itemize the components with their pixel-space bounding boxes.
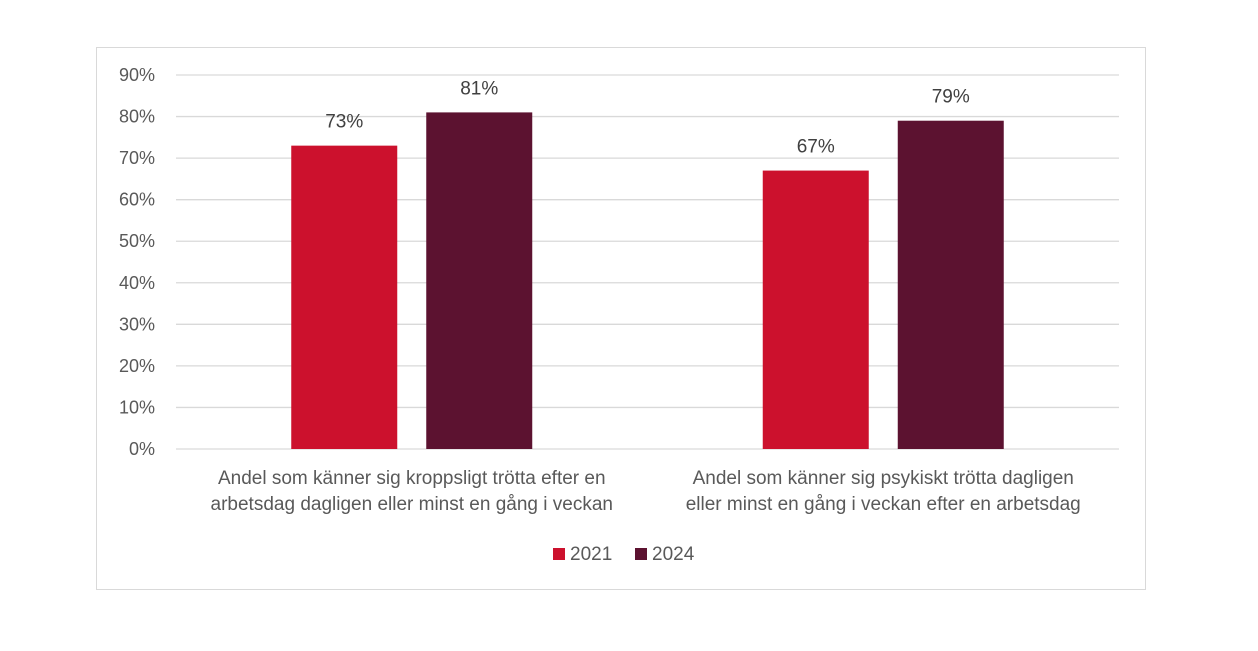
category-label: Andel som känner sig psykiskt trötta dag… <box>686 468 1081 515</box>
y-tick-label: 90% <box>119 65 155 85</box>
bar-2021-2 <box>762 170 869 450</box>
category-label-line: arbetsdag dagligen eller minst en gång i… <box>211 494 613 515</box>
y-tick-label: 0% <box>129 439 155 459</box>
y-tick-label: 20% <box>119 356 155 376</box>
y-tick-label: 60% <box>119 190 155 210</box>
category-labels: Andel som känner sig kroppsligt trötta e… <box>211 468 1081 515</box>
y-tick-label: 30% <box>119 314 155 334</box>
legend-swatch-2021 <box>553 548 565 560</box>
legend: 2021 2024 <box>553 544 695 565</box>
bar-2024-2 <box>897 120 1004 449</box>
data-labels: 73% 81% 67% 79% <box>325 78 970 157</box>
y-tick-label: 40% <box>119 273 155 293</box>
data-label: 67% <box>797 137 835 158</box>
y-tick-label: 80% <box>119 107 155 127</box>
legend-swatch-2024 <box>635 548 647 560</box>
bar-2024-1 <box>426 112 533 450</box>
chart-frame: 0% 10% 20% 30% 40% 50% 60% 70% 80% 90% 73% 81% 67% 7… <box>96 47 1146 590</box>
y-tick-label: 70% <box>119 148 155 168</box>
bar-2021-1 <box>291 145 398 449</box>
category-label: Andel som känner sig kroppsligt trötta e… <box>211 468 613 515</box>
category-label-line: eller minst en gång i veckan efter en ar… <box>686 494 1081 515</box>
category-label-line: Andel som känner sig kroppsligt trötta e… <box>218 468 606 489</box>
data-label: 81% <box>460 78 498 99</box>
category-label-line: Andel som känner sig psykiskt trötta dag… <box>693 468 1074 489</box>
y-tick-label: 50% <box>119 231 155 251</box>
data-label: 79% <box>932 87 970 108</box>
y-tick-label: 10% <box>119 397 155 417</box>
y-axis-ticks: 0% 10% 20% 30% 40% 50% 60% 70% 80% 90% <box>119 65 155 459</box>
legend-label-2021: 2021 <box>570 544 612 565</box>
bars <box>291 112 1004 450</box>
data-label: 73% <box>325 112 363 133</box>
legend-label-2024: 2024 <box>652 544 695 565</box>
bar-chart: 0%10%20%30%40%50%60%70%80%90% 73%81%67%7… <box>119 65 1119 565</box>
